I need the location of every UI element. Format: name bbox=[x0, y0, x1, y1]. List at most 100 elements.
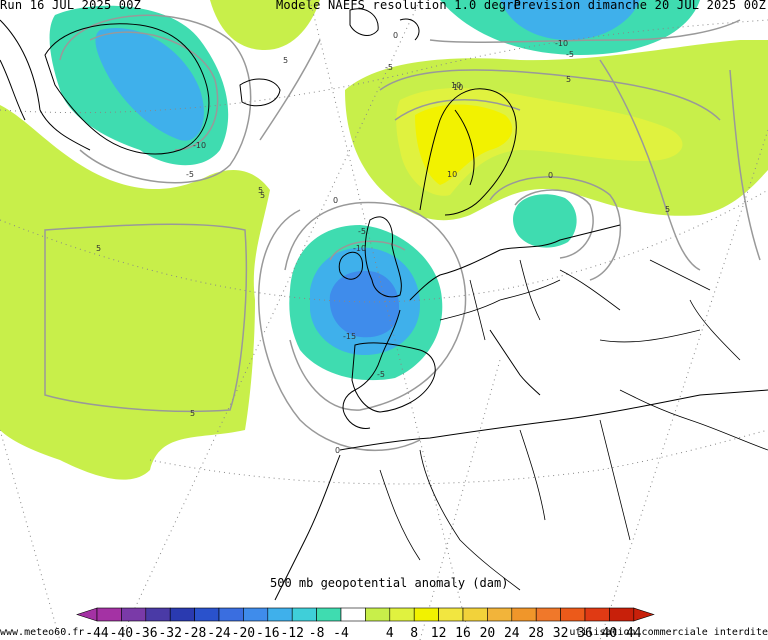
contour-label: 10 bbox=[447, 170, 457, 179]
colorbar-tick-label: 36 bbox=[577, 626, 593, 640]
colorbar-cell bbox=[340, 607, 366, 622]
scandinavia-coast bbox=[419, 88, 517, 216]
colorbar-cell bbox=[267, 607, 293, 622]
negative-anomaly-east-europe bbox=[513, 194, 577, 248]
contour-label: 10 bbox=[453, 83, 463, 92]
colorbar-tick-label: -20 bbox=[232, 626, 255, 640]
contour-label: 5 bbox=[283, 56, 288, 65]
colorbar-arrow-left bbox=[76, 607, 98, 622]
africa-coast bbox=[339, 389, 768, 451]
arctic-islands bbox=[349, 8, 420, 41]
contour-label: 0 bbox=[393, 31, 398, 40]
contour-label: -10 bbox=[353, 244, 366, 253]
colorbar-cell bbox=[438, 607, 464, 622]
colorbar-cell bbox=[365, 607, 391, 622]
colorbar-cell bbox=[584, 607, 610, 622]
colorbar-arrow-right bbox=[633, 607, 655, 622]
colorbar-cell bbox=[609, 607, 635, 622]
iceland-coast bbox=[239, 78, 281, 107]
colorbar-cell bbox=[487, 607, 513, 622]
positive-anomaly-scandinavia-peak bbox=[415, 104, 513, 185]
borders bbox=[379, 259, 768, 591]
contour-label: -5 bbox=[358, 227, 366, 236]
colorbar-tick-label: 12 bbox=[431, 626, 447, 640]
contour-label: 0 bbox=[548, 171, 553, 180]
colorbar-tick-label: 40 bbox=[602, 626, 618, 640]
run-date: Run 16 JUL 2025 00Z bbox=[0, 0, 142, 12]
colorbar-tick-label: -40 bbox=[110, 626, 133, 640]
colorbar-tick-label: 20 bbox=[480, 626, 496, 640]
iberia-coast bbox=[351, 342, 436, 413]
forecast-date: Prevision dimanche 20 JUL 2025 00Z bbox=[513, 0, 766, 12]
contour-lines bbox=[44, 14, 761, 452]
contour-label: 5 bbox=[96, 244, 101, 253]
colorbar-cell bbox=[462, 607, 488, 622]
colorbar: -44 -40 -36 -32 -28 -24 -20 -16 -12 -8 -4 4 8 12 16 20 2… bbox=[76, 607, 655, 640]
contour-label: -5 bbox=[186, 170, 194, 179]
colorbar-tick-label: -16 bbox=[256, 626, 279, 640]
contour-label: -5 bbox=[377, 370, 385, 379]
colorbar-tick-label: -12 bbox=[280, 626, 303, 640]
colorbar-cell bbox=[96, 607, 122, 622]
colorbar-tick-label: 24 bbox=[504, 626, 520, 640]
site-url: www.meteo60.fr bbox=[0, 627, 85, 638]
contour-label: 5 bbox=[566, 75, 571, 84]
colorbar-tick-label: 28 bbox=[528, 626, 544, 640]
contour-label: 0 bbox=[333, 196, 338, 205]
britain-coast bbox=[364, 216, 402, 298]
colorbar-cell bbox=[316, 607, 342, 622]
contour-label: -5 bbox=[385, 63, 393, 72]
positive-anomaly-atlantic bbox=[0, 105, 270, 480]
negative-anomaly-arctic-core bbox=[500, 0, 640, 40]
colorbar-cell bbox=[121, 607, 147, 622]
colorbar-cell bbox=[218, 607, 244, 622]
colorbar-tick-label: 4 bbox=[386, 626, 394, 640]
ireland-coast bbox=[338, 251, 364, 280]
colorbar-cell bbox=[169, 607, 195, 622]
colorbar-tick-label: -32 bbox=[158, 626, 181, 640]
colorbar-cell bbox=[389, 607, 415, 622]
colorbar-tick-label: -4 bbox=[333, 626, 349, 640]
anomaly-fill-layer bbox=[0, 0, 768, 480]
contour-label: 5 bbox=[190, 409, 195, 418]
contour-label: 0 bbox=[335, 446, 340, 455]
colorbar-cell bbox=[511, 607, 537, 622]
contour-label: -10 bbox=[193, 141, 206, 150]
colorbar-tick-label: -44 bbox=[85, 626, 109, 640]
colorbar-tick-label: -36 bbox=[134, 626, 157, 640]
contour-label: 10 bbox=[451, 81, 461, 90]
usage-notice: utilisation commerciale interdite bbox=[569, 627, 768, 638]
greenland-coast bbox=[44, 23, 210, 155]
negative-anomaly-biscay-core bbox=[329, 270, 400, 338]
negative-anomaly-greenland-core bbox=[95, 28, 204, 141]
colorbar-cell bbox=[194, 607, 220, 622]
colorbar-tick-label: -24 bbox=[207, 626, 231, 640]
colorbar-cell bbox=[145, 607, 171, 622]
contour-label: -10 bbox=[555, 39, 568, 48]
colorbar-cell bbox=[535, 607, 561, 622]
positive-anomaly-north bbox=[210, 0, 320, 50]
colorbar-tick-label: 8 bbox=[410, 626, 418, 640]
model-title: Modele NAEFS resolution 1.0 degre bbox=[276, 0, 522, 12]
colorbar-tick-label: -28 bbox=[183, 626, 206, 640]
colorbar-cell bbox=[291, 607, 317, 622]
colorbar-cell bbox=[560, 607, 586, 622]
italy-coast bbox=[489, 329, 541, 396]
colorbar-tick-label: 44 bbox=[626, 626, 642, 640]
contour-label: 5 bbox=[260, 191, 265, 200]
colorbar-cell bbox=[243, 607, 269, 622]
map-caption: 500 mb geopotential anomaly (dam) bbox=[270, 576, 509, 590]
contour-label: 5 bbox=[665, 205, 670, 214]
contour-label: -5 bbox=[566, 50, 574, 59]
contour-labels: 5 5 -10 -5 10 -5 -5 -10 -15 -5 5 5 -10 -… bbox=[96, 31, 670, 455]
contour-label: -15 bbox=[343, 332, 356, 341]
colorbar-tick-label: 16 bbox=[455, 626, 471, 640]
coastlines bbox=[0, 8, 768, 601]
contour-label: 5 bbox=[258, 186, 263, 195]
colorbar-cell bbox=[413, 607, 439, 622]
colorbar-tick-label: 32 bbox=[553, 626, 569, 640]
morocco-coast bbox=[274, 454, 341, 601]
colorbar-tick-label: -8 bbox=[309, 626, 325, 640]
